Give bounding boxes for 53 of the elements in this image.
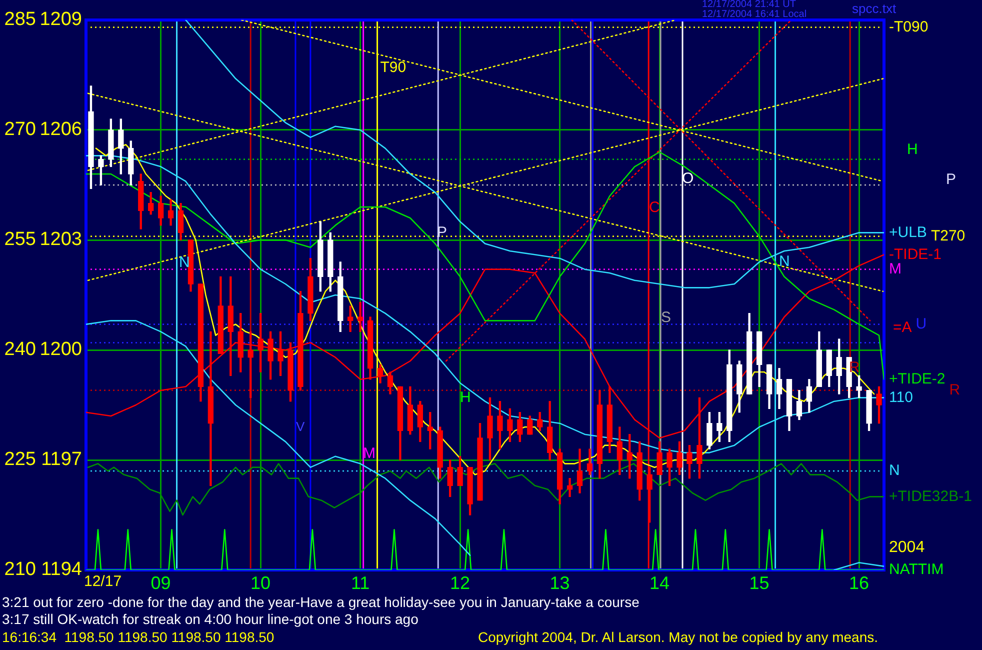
x-tick-label: 12 (450, 572, 470, 593)
y-tick-label: 1194 (41, 559, 82, 580)
series-label: NATTIM (889, 561, 944, 578)
y2-tick-label: 225 (4, 449, 36, 470)
y2-tick-label: 285 (4, 9, 36, 30)
text: H (907, 141, 918, 158)
text: 3:17 still OK-watch for streak on 4:00 hour line-got one 3 hours ago (2, 611, 418, 627)
x-tick-label: 13 (550, 572, 570, 593)
text: 12/17 (84, 573, 122, 590)
y-tick-label: 1200 (40, 339, 82, 360)
ref-line-label: T270 (930, 227, 966, 244)
text: 2004 (889, 539, 925, 556)
annotation: H (460, 389, 471, 406)
y2-tick-label: 240 (4, 339, 36, 360)
series-label: 110 (889, 388, 913, 406)
y-tick-label: 1197 (41, 449, 82, 470)
text: =A (893, 319, 912, 336)
annotation: M (363, 445, 376, 462)
y-tick-label: 1209 (40, 9, 82, 30)
y-tick-label: 1203 (40, 229, 82, 250)
x-tick-label: 09 (150, 572, 171, 593)
x-tick-label: 11 (350, 572, 370, 593)
ref-line-label: R (949, 381, 960, 398)
series-label: +TIDE32B-1 (889, 488, 972, 505)
candlestick (357, 302, 364, 332)
series-label: -TIDE-1 (889, 246, 942, 263)
text: 3:21 out for zero -done for the day and the year-Have a great holiday-see you in January-take a course (2, 594, 640, 610)
x-tick-label: 16 (849, 572, 870, 593)
series-label: +TIDE-2 (889, 370, 946, 388)
annotation: 12/17/2004 16:41 Local (702, 9, 807, 20)
y2-tick-label: 210 (4, 559, 36, 580)
x-tick-label: 15 (749, 572, 770, 593)
ref-line-label: N (889, 462, 900, 480)
ref-line-label: U (916, 315, 927, 332)
series-label: +ULB (889, 224, 927, 241)
ref-line-label: -T090 (889, 18, 928, 36)
text: spcc.txt (852, 1, 896, 16)
y2-tick-label: 255 (4, 229, 36, 250)
annotation: N (779, 253, 790, 270)
candlestick (566, 478, 573, 497)
text: 12/17/2004 21:41 UT (702, 0, 796, 10)
text: P (946, 171, 956, 188)
annotation: O (682, 170, 694, 187)
text: 16:16:34 1198.50 1198.50 1198.50 1198.50 (2, 629, 274, 645)
x-tick-label: 10 (250, 572, 271, 593)
y2-tick-label: 270 (4, 119, 36, 140)
text: Copyright 2004, Dr. Al Larson. May not be copied by any means. (478, 629, 878, 645)
y-tick-label: 1206 (40, 119, 82, 140)
annotation: S (661, 309, 672, 326)
x-tick-label: 14 (650, 572, 670, 593)
annotation: V (296, 419, 305, 434)
ref-line-label: M (889, 260, 902, 278)
ref-line-label: T90 (380, 59, 406, 76)
